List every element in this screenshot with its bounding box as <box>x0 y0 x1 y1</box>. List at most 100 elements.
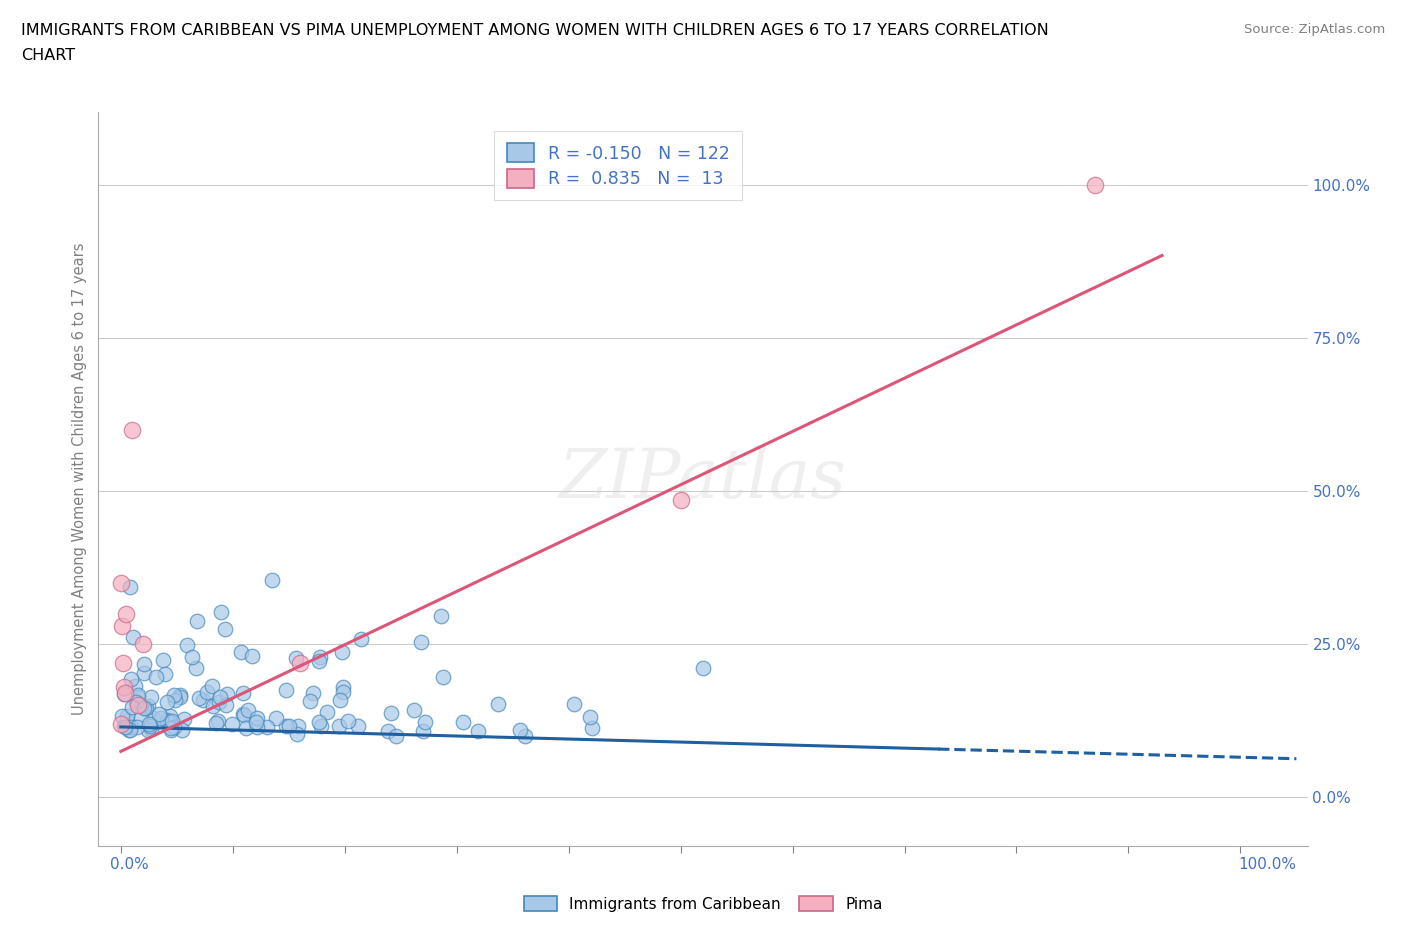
Point <box>136 723 159 737</box>
Legend: Immigrants from Caribbean, Pima: Immigrants from Caribbean, Pima <box>517 889 889 918</box>
Point <box>159 709 181 724</box>
Point <box>148 707 170 722</box>
Point <box>311 719 333 734</box>
Point <box>114 719 136 734</box>
Point <box>287 718 309 733</box>
Point <box>240 649 263 664</box>
Point <box>509 723 531 737</box>
Point <box>330 645 353 660</box>
Point <box>453 714 475 729</box>
Point <box>187 691 209 706</box>
Text: 0.0%: 0.0% <box>110 857 149 872</box>
Point <box>409 635 432 650</box>
Point <box>112 718 135 733</box>
Point <box>235 721 257 736</box>
Point <box>231 645 253 660</box>
Point <box>308 654 330 669</box>
Point <box>150 711 173 725</box>
Point <box>136 698 159 713</box>
Point <box>201 679 224 694</box>
Point <box>118 579 141 594</box>
Point <box>156 714 179 729</box>
Point <box>127 689 149 704</box>
Text: IMMIGRANTS FROM CARIBBEAN VS PIMA UNEMPLOYMENT AMONG WOMEN WITH CHILDREN AGES 6 : IMMIGRANTS FROM CARIBBEAN VS PIMA UNEMPL… <box>21 23 1049 38</box>
Text: Source: ZipAtlas.com: Source: ZipAtlas.com <box>1244 23 1385 36</box>
Point <box>285 650 308 665</box>
Point <box>215 698 238 712</box>
Point <box>328 719 350 734</box>
Point <box>172 723 194 737</box>
Point <box>347 718 370 733</box>
Point <box>173 711 195 726</box>
Point <box>432 670 454 684</box>
Point <box>186 614 208 629</box>
Point <box>110 576 132 591</box>
Point <box>217 687 239 702</box>
Point <box>288 656 311 671</box>
Point <box>308 650 330 665</box>
Point <box>260 573 283 588</box>
Point <box>208 695 231 710</box>
Point <box>214 621 236 636</box>
Point <box>302 685 325 700</box>
Point <box>429 609 451 624</box>
Point <box>276 718 298 733</box>
Point <box>176 637 198 652</box>
Y-axis label: Unemployment Among Women with Children Ages 6 to 17 years: Unemployment Among Women with Children A… <box>72 243 87 715</box>
Point <box>160 720 183 735</box>
Point <box>160 713 183 728</box>
Point <box>115 709 138 724</box>
Point <box>114 685 136 700</box>
Point <box>316 704 339 719</box>
Point <box>110 709 132 724</box>
Legend: R = -0.150   N = 122, R =  0.835   N =  13: R = -0.150 N = 122, R = 0.835 N = 13 <box>495 131 742 200</box>
Point <box>205 715 228 730</box>
Point <box>121 422 143 437</box>
Point <box>152 653 174 668</box>
Point <box>127 698 149 713</box>
Point <box>277 718 299 733</box>
Point <box>209 604 232 619</box>
Point <box>159 714 181 729</box>
Point <box>163 693 186 708</box>
Point <box>153 667 176 682</box>
Point <box>139 718 162 733</box>
Point <box>232 707 254 722</box>
Point <box>132 637 155 652</box>
Point <box>127 720 149 735</box>
Point <box>124 679 146 694</box>
Point <box>332 684 354 699</box>
Point <box>412 724 434 738</box>
Point <box>160 723 183 737</box>
Point <box>142 711 165 725</box>
Point <box>692 660 714 675</box>
Point <box>233 708 256 723</box>
Point <box>380 705 402 720</box>
Point <box>232 686 254 701</box>
Point <box>221 716 243 731</box>
Point <box>163 720 186 735</box>
Point <box>581 720 603 735</box>
Point <box>129 711 152 725</box>
Point <box>336 713 359 728</box>
Point <box>264 711 287 725</box>
Point <box>132 657 155 671</box>
Point <box>139 689 162 704</box>
Point <box>274 683 297 698</box>
Point <box>515 728 537 743</box>
Point <box>115 606 138 621</box>
Point <box>285 726 308 741</box>
Point <box>125 695 148 710</box>
Point <box>413 714 436 729</box>
Point <box>118 723 141 737</box>
Point <box>246 711 269 725</box>
Point <box>132 666 155 681</box>
Point <box>111 618 134 633</box>
Point <box>129 698 152 712</box>
Point <box>118 723 141 737</box>
Point <box>377 724 399 738</box>
Text: CHART: CHART <box>21 48 75 63</box>
Point <box>121 699 143 714</box>
Point <box>115 713 138 728</box>
Point <box>163 687 186 702</box>
